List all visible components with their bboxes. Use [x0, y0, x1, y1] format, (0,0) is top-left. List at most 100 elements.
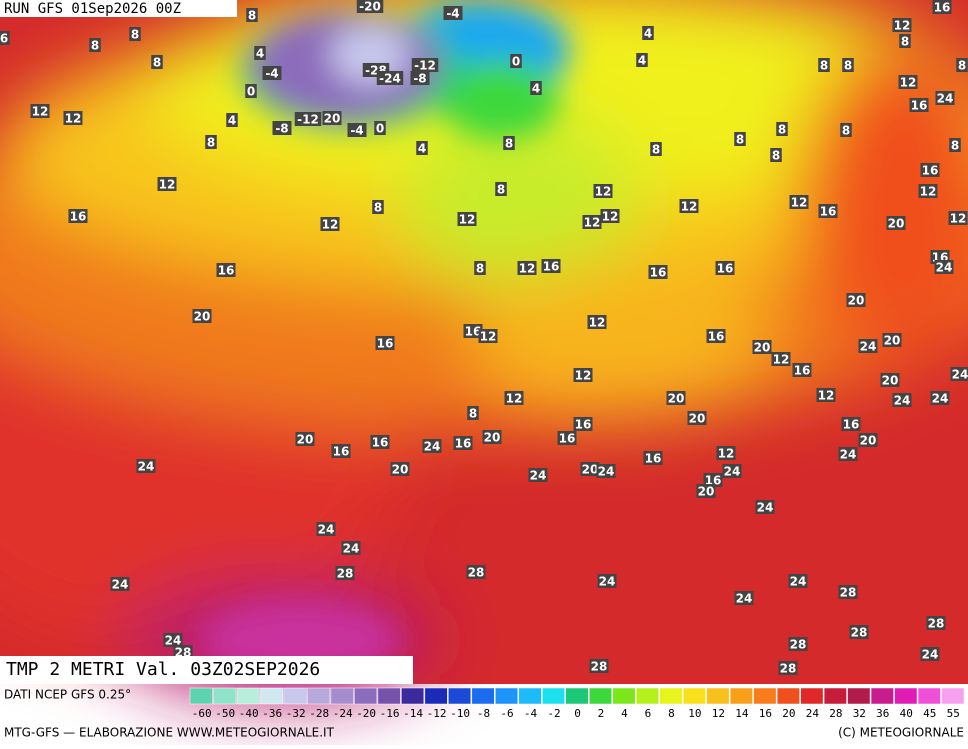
legend-swatch: [613, 688, 635, 704]
legend-tick: 32: [853, 707, 866, 720]
isotherm-label: 8: [844, 59, 852, 73]
isotherm-label: 8: [958, 59, 966, 73]
isotherm-label: 16: [708, 330, 725, 344]
isotherm-label: 12: [894, 19, 911, 33]
legend-tick: -28: [309, 707, 329, 720]
isotherm-label: 12: [773, 353, 790, 367]
isotherm-label: 24: [790, 575, 807, 589]
legend-tick: 28: [829, 707, 842, 720]
isotherm-label: 24: [937, 92, 954, 106]
legend-swatch: [378, 688, 400, 704]
legend-swatch: [448, 688, 470, 704]
legend-tick: 20: [782, 707, 795, 720]
isotherm-label: 12: [480, 330, 497, 344]
isotherm-label: -8: [275, 122, 288, 136]
copyright: (C) METEOGIORNALE: [838, 726, 964, 740]
isotherm-label: 12: [32, 105, 49, 119]
isotherm-label: 8: [652, 143, 660, 157]
isotherm-label: 24: [840, 448, 857, 462]
isotherm-label: 20: [860, 434, 877, 448]
legend-tick: -4: [524, 707, 538, 720]
legend-tick: 0: [574, 707, 581, 720]
run-title: RUN GFS 01Sep2026 00Z: [4, 1, 181, 17]
isotherm-label: 24: [112, 578, 129, 592]
isotherm-label: 24: [424, 440, 441, 454]
isotherm-label: -4: [265, 67, 278, 81]
legend-swatch: [519, 688, 541, 704]
isotherm-label: 16: [218, 264, 235, 278]
isotherm-label: 8: [91, 39, 99, 53]
isotherm-label: 8: [131, 28, 139, 42]
legend-tick: 2: [598, 707, 605, 720]
legend-swatch: [542, 688, 564, 704]
legend-swatch: [213, 688, 235, 704]
legend-swatch: [566, 688, 588, 704]
isotherm-label: 24: [138, 460, 155, 474]
isotherm-label: -4: [446, 7, 459, 21]
legend-swatch: [589, 688, 611, 704]
legend-swatch: [237, 688, 259, 704]
isotherm-label: 8: [505, 137, 513, 151]
isotherm-label: 20: [698, 485, 715, 499]
isotherm-label: 8: [207, 136, 215, 150]
isotherm-label: -24: [379, 72, 401, 86]
isotherm-label: 28: [780, 662, 797, 676]
legend-tick: -50: [215, 707, 235, 720]
isotherm-label: 16: [377, 337, 394, 351]
isotherm-label: 12: [595, 185, 612, 199]
isotherm-label: 16: [575, 418, 592, 432]
isotherm-label: 16: [372, 436, 389, 450]
map-title: TMP 2 METRI Val. 03Z02SEP2026: [6, 659, 320, 680]
isotherm-label: 12: [818, 389, 835, 403]
legend-tick: -36: [262, 707, 282, 720]
isotherm-label: 12: [575, 369, 592, 383]
legend-tick: -8: [477, 707, 490, 720]
legend-tick: -12: [427, 707, 447, 720]
legend-tick: -16: [380, 707, 400, 720]
isotherm-label: 0: [247, 85, 255, 99]
isotherm-label: 8: [736, 133, 744, 147]
isotherm-label: 20: [754, 341, 771, 355]
legend-swatch: [284, 688, 306, 704]
legend-swatch: [824, 688, 846, 704]
isotherm-label: 16: [717, 262, 734, 276]
legend-tick: -2: [547, 707, 560, 720]
isotherm-label: 8: [842, 124, 850, 138]
isotherm-label: 24: [599, 575, 616, 589]
isotherm-label: 20: [884, 334, 901, 348]
isotherm-label: 6: [0, 32, 8, 46]
isotherm-label: 12: [950, 212, 967, 226]
isotherm-label: 8: [469, 407, 477, 421]
legend-swatch: [801, 688, 823, 704]
isotherm-label: 20: [484, 431, 501, 445]
isotherm-label: 20: [392, 463, 409, 477]
isotherm-label: 20: [194, 310, 211, 324]
legend-tick: 14: [735, 707, 749, 720]
isotherm-label: 20: [888, 217, 905, 231]
isotherm-label: 28: [840, 586, 857, 600]
isotherm-label: 24: [936, 261, 953, 275]
isotherm-label: -20: [359, 0, 381, 14]
isotherm-label: 12: [459, 213, 476, 227]
isotherm-label: 8: [951, 139, 959, 153]
isotherm-label: 12: [791, 196, 808, 210]
legend-swatch: [354, 688, 376, 704]
isotherm-label: 12: [584, 216, 601, 230]
isotherm-label: 8: [901, 35, 909, 49]
legend-tick: -32: [286, 707, 306, 720]
isotherm-label: 24: [598, 465, 615, 479]
legend-swatch: [190, 688, 212, 704]
isotherm-label: 28: [468, 566, 485, 580]
isotherm-label: 8: [497, 183, 505, 197]
legend-swatch: [683, 688, 705, 704]
isotherm-label: 16: [911, 99, 928, 113]
isotherm-label: 24: [894, 394, 911, 408]
legend-swatch: [871, 688, 893, 704]
legend-tick: 6: [645, 707, 652, 720]
isotherm-label: 12: [681, 200, 698, 214]
legend-swatch: [401, 688, 423, 704]
isotherm-label: 16: [333, 445, 350, 459]
isotherm-label: 12: [589, 316, 606, 330]
isotherm-label: 28: [851, 626, 868, 640]
isotherm-label: 24: [860, 340, 877, 354]
